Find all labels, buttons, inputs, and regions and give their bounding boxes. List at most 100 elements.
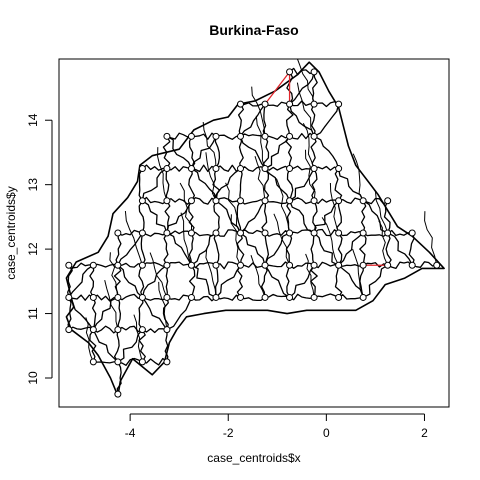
road-segment (68, 262, 94, 269)
road-segment (188, 232, 194, 266)
centroid-point (212, 261, 220, 269)
centroid-point (335, 100, 343, 108)
x-tick-label: 2 (421, 426, 428, 440)
road-segment (166, 135, 193, 169)
centroid-point (212, 293, 220, 301)
road-segment (240, 232, 266, 266)
road-segment (138, 329, 146, 363)
road-segment (240, 262, 266, 269)
road-segment (191, 132, 217, 140)
centroid-point (163, 165, 171, 173)
road-segment (240, 296, 266, 302)
centroid-point (163, 229, 171, 237)
road-segment (166, 200, 193, 234)
minor-road (352, 153, 364, 202)
centroid-point (335, 293, 343, 301)
centroid-point (359, 229, 367, 237)
road-segment (240, 199, 266, 205)
road-segment (238, 136, 244, 169)
minor-road (230, 214, 241, 266)
road-segment (141, 196, 168, 205)
road-segment (142, 232, 168, 237)
centroid-point (335, 229, 343, 237)
minor-road (305, 149, 316, 201)
road-segment (166, 232, 193, 266)
centroid-point (89, 326, 97, 334)
road-segment (117, 232, 143, 266)
road-segment (92, 325, 119, 334)
minor-road (302, 123, 315, 169)
centroid-point (286, 68, 294, 76)
centroid-point (114, 390, 122, 398)
road-segment (188, 136, 196, 169)
centroid-point (335, 197, 343, 205)
x-axis: -4 -2 0 2 (125, 413, 428, 440)
road-segment (313, 261, 339, 269)
road-segment (92, 296, 119, 331)
road-segment (239, 136, 266, 169)
centroid-point (163, 293, 171, 301)
road-segment (190, 136, 217, 169)
road-segment (289, 100, 315, 107)
minor-road (109, 252, 119, 298)
road-segment (138, 168, 143, 202)
road-segment (362, 232, 389, 237)
road-segment (264, 168, 291, 202)
road-segment (362, 262, 388, 268)
y-tick-label: 12 (26, 242, 40, 256)
road-segment (362, 200, 388, 234)
road-segment (313, 232, 339, 266)
centroid-point (187, 229, 195, 237)
road-segment (310, 264, 318, 298)
road-segment (338, 264, 364, 298)
centroid-point (212, 229, 220, 237)
road-segment (264, 230, 290, 237)
road-segment (285, 265, 291, 298)
centroid-point (310, 68, 318, 76)
road-segment (311, 168, 318, 202)
centroid-point (163, 132, 171, 140)
centroid-point (286, 293, 294, 301)
minor-road (254, 156, 266, 201)
highlight-link (264, 71, 291, 105)
road-segment (236, 232, 245, 266)
road-segment (338, 230, 364, 237)
road-segment (285, 135, 293, 169)
road-segment (286, 71, 294, 105)
road-segment (142, 328, 168, 334)
road-segment (240, 229, 266, 235)
centroid-point (310, 165, 318, 173)
road-segment (263, 168, 270, 202)
road-segment (313, 135, 340, 169)
road-segment (264, 135, 291, 170)
road-segment (313, 198, 339, 205)
road-segment (239, 103, 266, 137)
minor-road (202, 121, 217, 169)
road-segment (264, 264, 290, 298)
minor-road (205, 249, 217, 298)
road-segment (68, 264, 94, 298)
road-segment (68, 297, 94, 331)
road-segment (215, 261, 241, 270)
y-tick-label: 13 (26, 178, 40, 192)
road-segment (236, 264, 243, 298)
centroid-point (114, 261, 122, 269)
road-segment (191, 232, 217, 266)
road-network (65, 58, 445, 397)
road-segment (289, 262, 315, 269)
road-segment (310, 232, 315, 266)
centroid-point (310, 293, 318, 301)
centroid-point (187, 261, 195, 269)
minor-road (275, 178, 291, 234)
minor-road (179, 182, 192, 233)
road-segment (264, 293, 290, 299)
road-segment (313, 228, 339, 237)
road-segment (116, 361, 122, 395)
centroid-point (261, 132, 269, 140)
road-segment (141, 164, 167, 171)
road-segment (289, 264, 315, 298)
road-segment (310, 103, 316, 137)
centroid-point (286, 261, 294, 269)
centroid-point (261, 293, 269, 301)
road-segment (411, 261, 437, 268)
